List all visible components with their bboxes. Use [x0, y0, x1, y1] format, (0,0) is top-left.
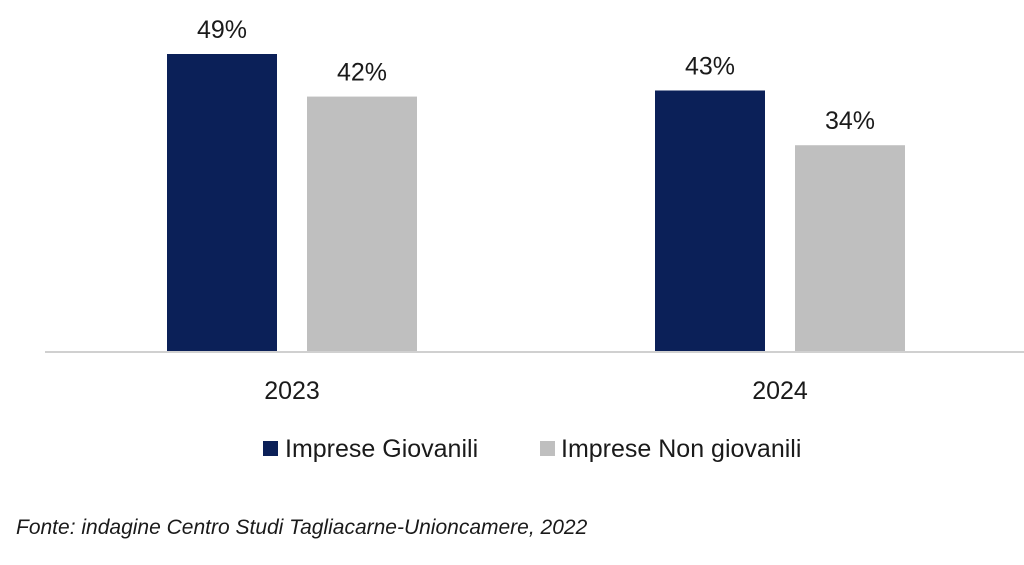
bar-2024-giovanili: [655, 90, 765, 352]
value-label-2023-giovanili: 49%: [197, 16, 247, 44]
source-note: Fonte: indagine Centro Studi Tagliacarne…: [16, 516, 588, 539]
bar-chart: 49%42% 43%34% 2023 2024 Imprese Giovanili I…: [45, 16, 1024, 463]
value-labels-layer: 49% 42% 43% 34%: [197, 16, 875, 135]
legend-swatch-giovanili: [263, 441, 278, 456]
bar-2024-non-giovanili: [795, 145, 905, 352]
value-label-2024-non-giovanili: 34%: [825, 107, 875, 135]
x-tick-labels: 2023 2024: [264, 377, 808, 405]
legend-label-non-giovanili: Imprese Non giovanili: [561, 435, 801, 463]
legend: Imprese Giovanili Imprese Non giovanili: [263, 435, 801, 463]
value-label-2024-giovanili: 43%: [685, 52, 735, 80]
legend-swatch-non-giovanili: [540, 441, 555, 456]
x-tick-label-2024: 2024: [752, 377, 808, 405]
bar-2023-non-giovanili: [307, 96, 417, 352]
bars-layer: [167, 54, 905, 352]
value-label-2023-non-giovanili: 42%: [337, 59, 387, 87]
bar-2023-giovanili: [167, 54, 277, 352]
legend-label-giovanili: Imprese Giovanili: [285, 435, 478, 463]
x-tick-label-2023: 2023: [264, 377, 320, 405]
